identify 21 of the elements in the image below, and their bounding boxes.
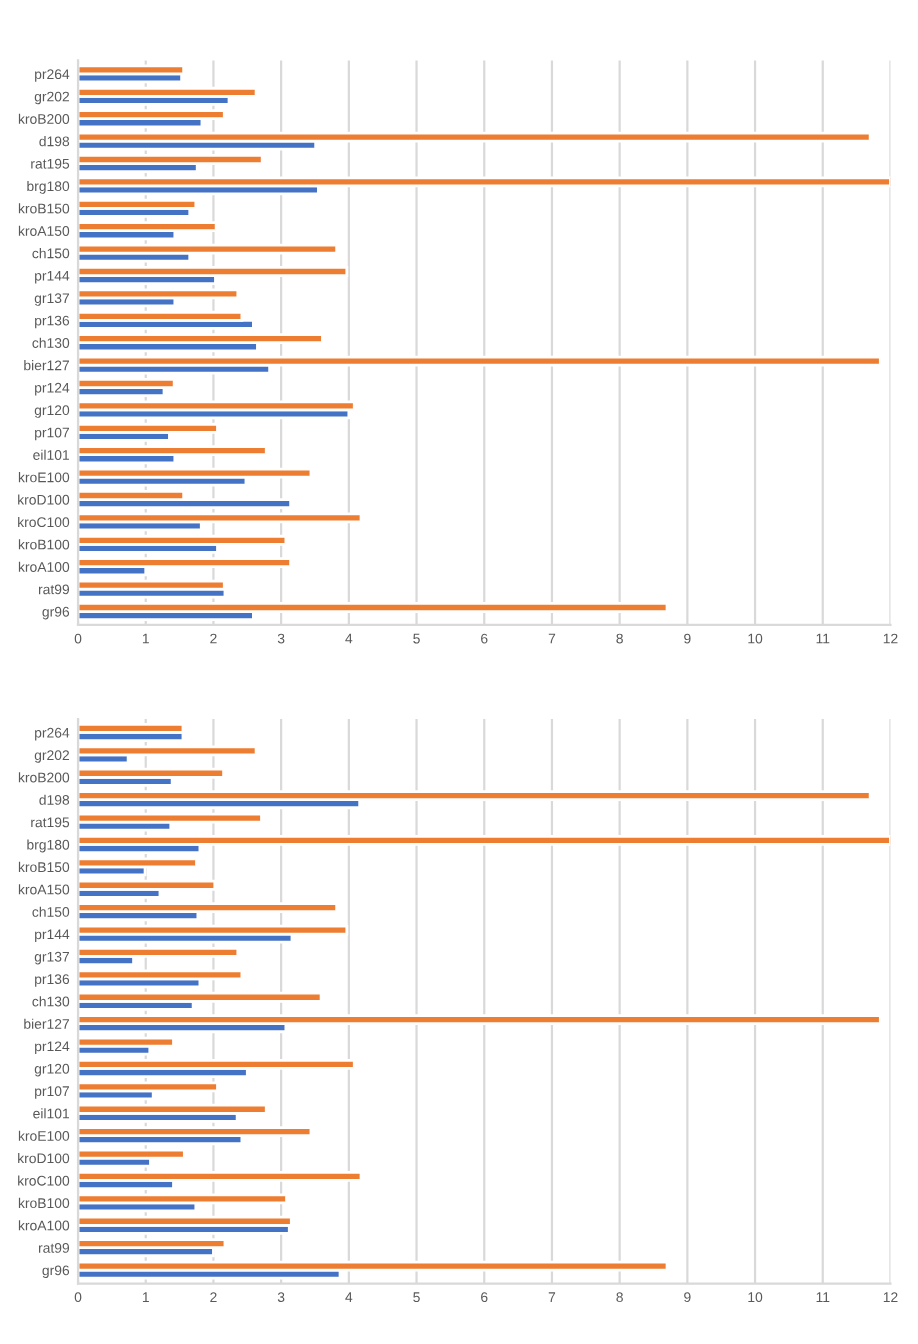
bar [78, 467, 313, 479]
bar [78, 879, 217, 891]
bar [78, 767, 225, 779]
bar [78, 812, 263, 824]
bar [78, 924, 349, 936]
bar [78, 1215, 293, 1227]
bar [78, 243, 339, 255]
bar [78, 1260, 669, 1272]
bar [78, 534, 288, 546]
bar [78, 422, 219, 434]
bar [78, 1036, 175, 1048]
bar [78, 64, 186, 76]
bar [78, 1148, 186, 1160]
bar [78, 723, 185, 734]
bar [78, 991, 323, 1003]
bar [78, 198, 198, 210]
bar [78, 579, 226, 591]
bar [78, 355, 882, 367]
bar [78, 131, 872, 143]
bar [78, 1103, 268, 1115]
bar [78, 86, 258, 98]
